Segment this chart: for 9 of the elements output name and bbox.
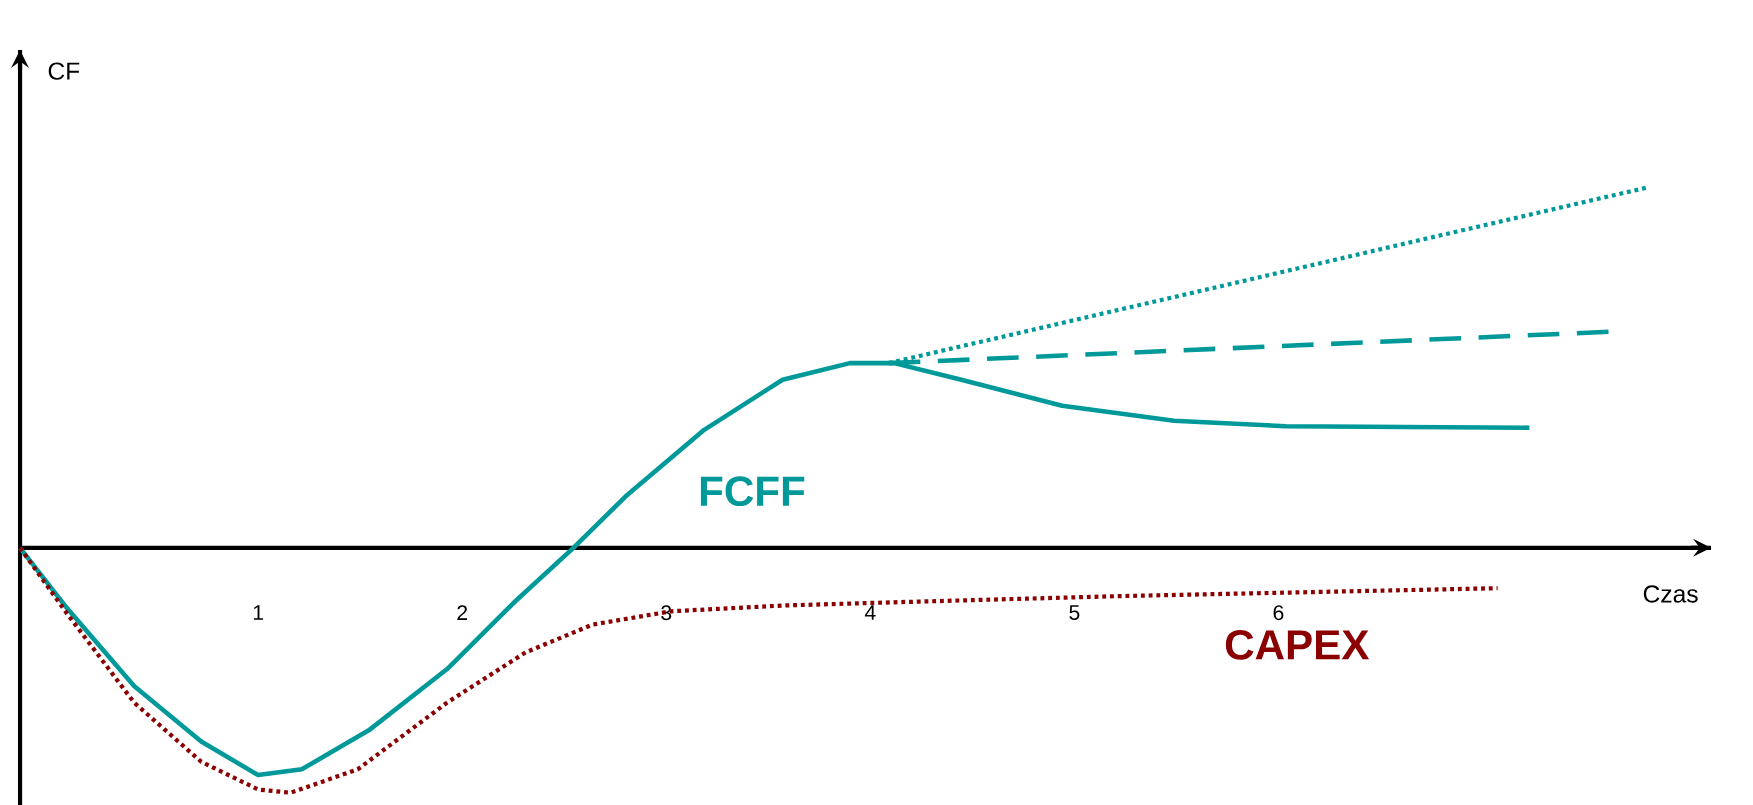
x-tick-label: 6 xyxy=(1273,605,1284,621)
y-axis-title: CF xyxy=(48,62,80,80)
x-axis-title: Czas xyxy=(1643,585,1698,603)
x-tick-label: 1 xyxy=(253,605,263,620)
x-tick-label: 2 xyxy=(457,605,468,620)
series-label: CAPEX xyxy=(1225,629,1370,660)
x-tick-label: 4 xyxy=(864,605,876,620)
series-label: FCFF xyxy=(700,476,805,507)
x-tick-label: 5 xyxy=(1069,605,1080,620)
